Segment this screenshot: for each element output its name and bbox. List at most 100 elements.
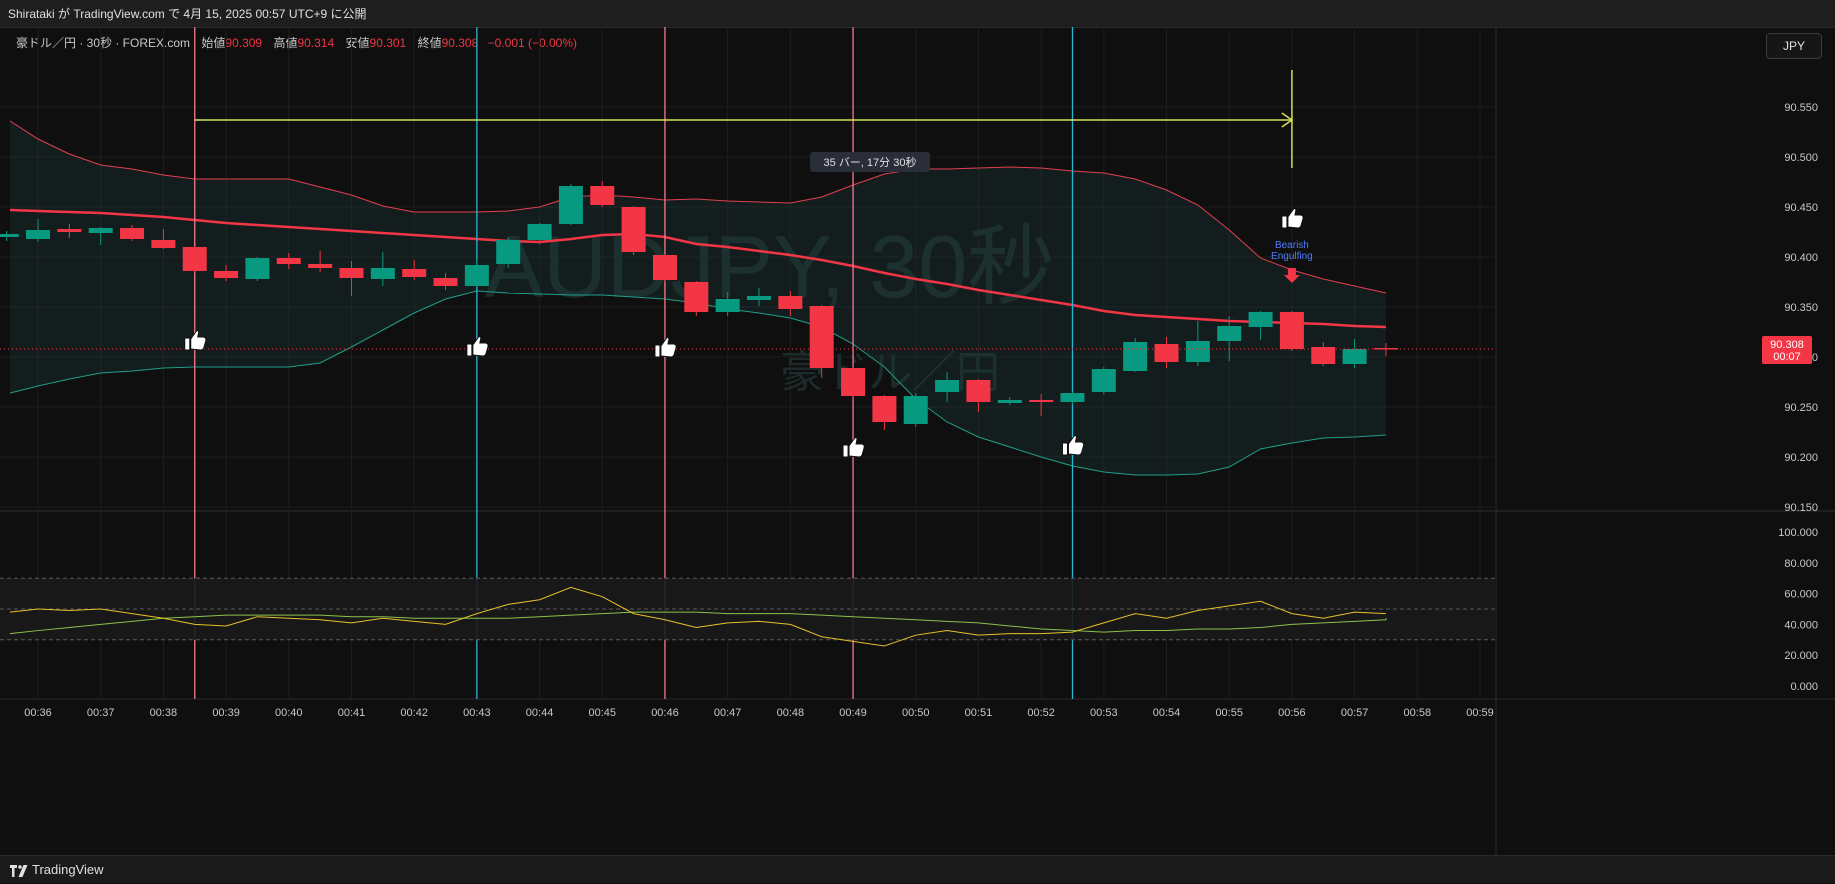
price-tick-label: 90.550 [1784,102,1818,114]
candle-body [1311,347,1336,364]
time-tick-label: 00:58 [1404,707,1432,719]
time-tick-label: 00:57 [1341,707,1369,719]
currency-button[interactable]: JPY [1766,33,1822,59]
candle-body [997,400,1022,403]
open-label: 始値 [201,36,226,50]
close-value: 90.308 [441,36,479,50]
brand-name: TradingView [32,862,104,877]
candle-body [339,268,364,278]
price-badge-countdown: 00:07 [1773,351,1801,363]
time-tick-label: 00:44 [526,707,554,719]
open-value: 90.309 [225,36,263,50]
grid [0,27,1835,855]
candle-body [527,224,552,240]
low-value: 90.301 [369,36,407,50]
price-tick-label: 90.200 [1784,452,1818,464]
price-tick-label: 90.400 [1784,252,1818,264]
time-tick-label: 00:55 [1215,707,1243,719]
price-tick-label: 90.250 [1784,402,1818,414]
candle-body [1217,326,1242,341]
time-tick-label: 00:59 [1466,707,1494,719]
high-value: 90.314 [297,36,335,50]
ohlc-legend: 豪ドル／円 · 30秒 · FOREX.com 始値90.309 高値90.31… [16,34,577,51]
time-tick-label: 00:40 [275,707,303,719]
change-value: −0.001 (−0.00%) [487,36,578,50]
candle-body [1060,393,1085,402]
thumbs-up-icon [184,330,207,351]
candle-body [26,230,50,239]
candle-body [1279,312,1304,349]
time-tick-label: 00:38 [150,707,178,719]
thumbs-up-icon [1061,435,1085,456]
candle-body [903,396,928,424]
candle-body [621,207,646,252]
rsi-tick-label: 80.000 [1784,558,1818,570]
candle-body [715,299,740,312]
publish-header: Shirataki が TradingView.com で 4月 15, 202… [0,0,1835,28]
time-tick-label: 00:43 [463,707,491,719]
thumbs-up-icon [842,437,865,458]
candle-body [57,229,82,232]
candle-body [652,255,677,280]
candle-body [182,247,207,271]
candle-body [1248,312,1273,327]
rsi-panel [0,577,1496,647]
candles [0,181,1398,430]
measure-label: 35 バー, 17分 30秒 [824,155,917,169]
time-tick-label: 00:49 [839,707,867,719]
time-tick-label: 00:47 [714,707,742,719]
measure-label-box [810,152,930,172]
candle-body [496,240,521,264]
time-tick-label: 00:56 [1278,707,1306,719]
candle-body [1091,369,1116,392]
time-tick-label: 00:37 [87,707,115,719]
candle-body [935,380,960,392]
pattern-label-line2: Engulfing [1271,251,1313,262]
candle-body [245,258,270,279]
candle-body [966,380,991,402]
tradingview-logo-icon [10,864,28,877]
candle-body [402,269,427,277]
rsi-line [9,586,1386,647]
publish-text: Shirataki が TradingView.com で 4月 15, 202… [8,7,367,21]
axes: 90.55090.50090.45090.40090.35090.30090.2… [24,102,1818,719]
rsi-tick-label: 0.000 [1790,681,1818,693]
candle-body [120,228,145,239]
rsi-tick-label: 100.000 [1778,527,1818,539]
candle-body [151,240,176,248]
thumbs-up-icon [654,337,677,358]
price-tick-label: 90.500 [1784,152,1818,164]
candle-body [433,278,458,286]
chart-canvas[interactable]: AUDJPY, 30秒 豪ドル／円 35 バー, 17分 30秒BearishE… [0,27,1835,855]
candle-body [1123,342,1148,371]
time-tick-label: 00:36 [24,707,52,719]
high-label: 高値 [273,36,298,50]
rsi-tick-label: 40.000 [1784,619,1818,631]
thumbs-up-icon [466,336,489,357]
candle-body [684,282,709,312]
time-tick-label: 00:52 [1027,707,1055,719]
candle-body [370,268,395,279]
candle-body [1342,349,1367,364]
candle-body [0,234,19,237]
price-tick-label: 90.350 [1784,302,1818,314]
brand-footer: TradingView [0,855,1835,883]
candle-body [872,396,897,422]
pattern-label-line1: Bearish [1275,240,1309,251]
time-tick-label: 00:45 [588,707,616,719]
time-tick-label: 00:51 [965,707,993,719]
time-tick-label: 00:39 [212,707,240,719]
price-tick-label: 90.450 [1784,202,1818,214]
rsi-ma-line [9,611,1387,635]
close-label: 終値 [417,36,442,50]
candle-body [590,186,615,205]
symbol-label[interactable]: 豪ドル／円 · 30秒 · FOREX.com [16,36,191,50]
candle-body [88,228,113,233]
candle-body [464,265,489,286]
candle-body [214,271,239,278]
time-tick-label: 00:54 [1153,707,1181,719]
candle-body [308,264,333,268]
time-tick-label: 00:50 [902,707,930,719]
time-tick-label: 00:42 [400,707,428,719]
